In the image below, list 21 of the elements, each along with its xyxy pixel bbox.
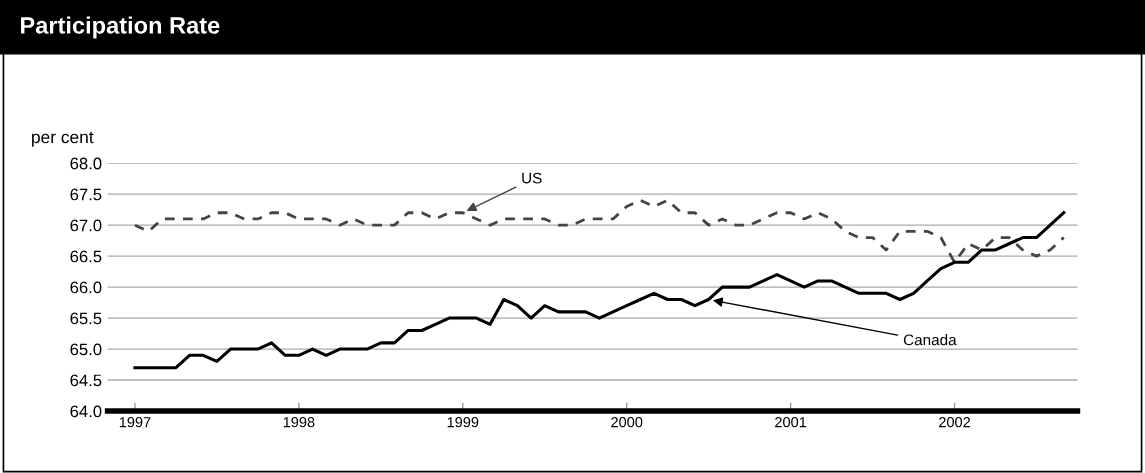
line-series xyxy=(133,198,1066,264)
x-tick-label: 1999 xyxy=(447,416,479,428)
y-tick-label: 64.5 xyxy=(70,374,102,387)
text: Canada xyxy=(903,334,957,346)
x-tick-label: 1998 xyxy=(283,416,315,428)
y-tick-label: 66.0 xyxy=(70,281,102,294)
x-tick-label: 2002 xyxy=(939,416,970,428)
x-tick-label: 2001 xyxy=(775,416,807,428)
y-tick-label: 67.5 xyxy=(70,188,102,201)
y-tick-label: 66.5 xyxy=(70,250,102,263)
y-tick-label: 67.0 xyxy=(70,219,102,232)
y-tick-label: 65.0 xyxy=(70,343,102,356)
y-tick-label: 65.5 xyxy=(70,312,102,325)
x-tick-label: 1997 xyxy=(119,416,151,428)
y-tick-label: 68.0 xyxy=(70,157,102,170)
x-tick-label: 2000 xyxy=(611,416,643,428)
y-tick-label: 64.0 xyxy=(70,405,102,418)
line-series xyxy=(133,211,1066,370)
y-axis-title: per cent xyxy=(32,131,94,147)
text: US xyxy=(522,172,542,184)
chart-title: Participation Rate xyxy=(21,16,220,39)
